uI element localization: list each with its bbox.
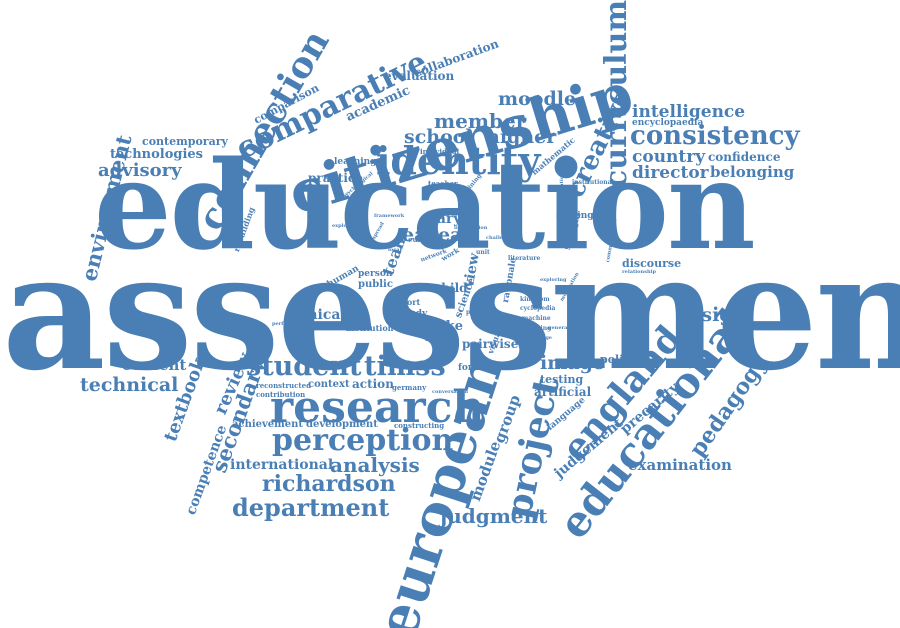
word-europe: europe	[408, 235, 436, 244]
word-machine: machine	[522, 315, 551, 322]
word-achievement: achievement	[232, 419, 304, 430]
word-timss: timss	[364, 351, 446, 382]
word-consistency: consistency	[630, 121, 800, 151]
word-conversation: conversation	[432, 389, 468, 395]
word-national: national	[302, 321, 340, 331]
word-political: political	[600, 353, 651, 366]
word-richardson: richardson	[262, 471, 396, 497]
word-reconstructed: reconstructed	[256, 381, 311, 390]
word-teacher: teacher	[428, 179, 458, 188]
word-professional: professional	[316, 361, 351, 367]
word-public: public	[358, 279, 393, 290]
word-person: person	[358, 269, 393, 279]
word-scoring: scoring	[556, 211, 594, 221]
word-perception: perception	[272, 423, 454, 458]
word-department: department	[232, 493, 390, 522]
word-director: director	[632, 163, 709, 183]
word-cyclopedia: cyclopedia	[520, 305, 556, 312]
word-institutional: institutional	[572, 179, 614, 186]
word-education: education	[94, 133, 756, 277]
word-assessment: assessment	[2, 218, 900, 406]
word-examination: examination	[628, 456, 732, 474]
word-context: context	[308, 379, 350, 390]
word-belonging: belonging	[710, 163, 795, 181]
word-evaluation: evaluation	[384, 69, 455, 83]
word-interpretation: interpretation	[559, 172, 565, 212]
word-stake: stake	[424, 319, 464, 334]
word-challenge: challenge	[486, 235, 514, 241]
word-country: country	[632, 147, 706, 167]
word-literature: literature	[508, 255, 541, 262]
word-advisory: advisory	[98, 160, 182, 181]
word-student: student	[246, 351, 362, 382]
word-unit: unit	[476, 249, 490, 256]
word-research: research	[270, 382, 485, 433]
word-learning: learning	[334, 157, 377, 167]
word-ethical: ethical	[292, 307, 346, 323]
word-kingdom: kingdom	[520, 296, 550, 303]
word-judgment: judgment	[440, 504, 548, 528]
word-child: child	[434, 281, 468, 295]
word-meaning: meaning	[522, 325, 552, 332]
word-report: report	[392, 297, 421, 307]
word-individual: individual	[420, 147, 460, 156]
word-content: content	[122, 356, 187, 374]
word-performance: performance	[272, 321, 308, 327]
word-generation: generation	[548, 325, 579, 331]
word-knowledge: knowledge	[522, 335, 552, 341]
word-international: international	[230, 457, 334, 473]
word-exploring: exploring	[540, 277, 567, 283]
word-discourse: discourse	[622, 257, 682, 270]
word-paper: paper	[466, 309, 486, 316]
word-technical: technical	[80, 374, 179, 396]
word-contribution: contribution	[256, 390, 306, 399]
word-testing: testing	[540, 373, 584, 386]
word-technologies: technologies	[110, 147, 203, 162]
word-constructing: constructing	[394, 421, 445, 430]
word-intelligence: intelligence	[632, 102, 746, 122]
word-identity: identity	[376, 138, 541, 183]
word-design: design	[676, 304, 747, 326]
word-validity: validity	[424, 333, 457, 343]
word-local: local	[388, 247, 402, 253]
word-confidence: confidence	[708, 150, 781, 164]
word-development: development	[306, 419, 378, 430]
word-explore: explore	[332, 223, 353, 229]
word-encyclopaedia: encyclopaedia	[632, 118, 704, 128]
word-study: study	[400, 309, 428, 319]
word-higher: higher	[486, 126, 557, 148]
word-information: information	[454, 225, 488, 231]
word-pairwise: pairwise	[462, 337, 519, 351]
word-institution: institution	[346, 323, 394, 333]
word-eacea: eacea	[402, 224, 463, 246]
word-mary: mary	[422, 211, 462, 227]
word-practice: practice	[308, 171, 363, 185]
word-member: member	[434, 109, 527, 133]
word-moodle: moodle	[498, 88, 577, 110]
word-action: action	[352, 377, 394, 391]
word-formal: formal	[458, 363, 492, 373]
word-analysis: analysis	[330, 453, 420, 477]
word-framework: framework	[374, 213, 405, 219]
word-germany: germany	[392, 383, 427, 392]
word-school: school	[404, 126, 473, 148]
word-image: image	[540, 352, 606, 374]
word-contemporary: contemporary	[142, 135, 228, 148]
word-artificial: artificial	[534, 385, 592, 399]
word-relationship: relationship	[622, 269, 656, 275]
